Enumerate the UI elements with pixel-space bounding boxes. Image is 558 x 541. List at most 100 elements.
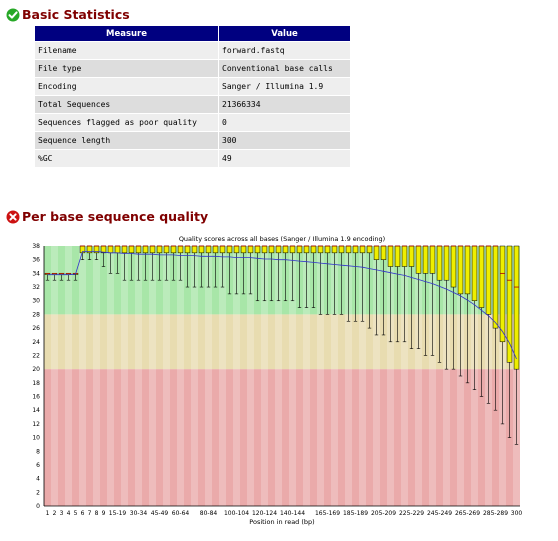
quality-box	[492, 245, 499, 329]
zone-stripe	[191, 246, 198, 506]
zone-stripe	[65, 246, 72, 506]
zone-stripe	[275, 246, 282, 506]
quality-box	[331, 245, 338, 254]
quality-box	[387, 245, 394, 267]
value-cell: forward.fastq	[219, 42, 350, 59]
quality-box	[485, 245, 492, 315]
quality-box	[352, 245, 359, 254]
x-tick-label: 45-49	[151, 510, 169, 517]
mean-line	[47, 251, 517, 360]
table-row: Total Sequences 21366334	[35, 96, 350, 113]
x-tick-label: 140-144	[280, 510, 305, 517]
zone-stripe	[135, 246, 142, 506]
zone-stripe	[401, 246, 408, 506]
quality-box	[317, 245, 324, 254]
value-cell: Conventional base calls	[219, 60, 350, 77]
x-tick-label: 120-124	[252, 510, 277, 517]
zone-stripe	[219, 246, 226, 506]
measure-cell: %GC	[35, 150, 218, 167]
quality-box	[429, 245, 436, 274]
quality-box	[198, 245, 205, 254]
x-tick-label: 245-249	[427, 510, 452, 517]
basic-statistics-title: Basic Statistics	[22, 7, 130, 22]
x-tick-label: 225-229	[399, 510, 424, 517]
quality-box	[401, 245, 408, 267]
x-tick-label: 1	[46, 510, 50, 517]
quality-box	[212, 245, 219, 254]
x-tick-label: 265-269	[455, 510, 480, 517]
zone-stripe	[443, 246, 450, 506]
x-tick-label: 60-64	[172, 510, 190, 517]
zone-stripe	[331, 246, 338, 506]
table-row: %GC 49	[35, 150, 350, 167]
quality-box	[436, 245, 443, 281]
quality-box	[394, 245, 401, 267]
x-tick-label: 100-104	[224, 510, 249, 517]
value-cell: 0	[219, 114, 350, 131]
value-cell: 21366334	[219, 96, 350, 113]
quality-box	[324, 245, 331, 254]
quality-box	[226, 245, 233, 254]
quality-box	[282, 245, 289, 254]
zone-stripe	[51, 246, 58, 506]
y-tick-label: 34	[32, 270, 40, 277]
y-tick-label: 12	[32, 421, 40, 428]
x-tick-label: 8	[95, 510, 99, 517]
y-tick-label: 32	[32, 284, 40, 291]
zone-stripe	[205, 246, 212, 506]
zone-stripe	[317, 246, 324, 506]
quality-box	[107, 245, 114, 254]
y-tick-label: 4	[36, 476, 40, 483]
y-tick-label: 14	[32, 407, 40, 414]
quality-box	[128, 245, 135, 254]
quality-box	[268, 245, 275, 254]
zone-stripe	[247, 246, 254, 506]
quality-box	[296, 245, 303, 254]
value-cell: 300	[219, 132, 350, 149]
zone-stripe	[303, 246, 310, 506]
table-row: Encoding Sanger / Illumina 1.9	[35, 78, 350, 95]
y-tick-label: 2	[36, 489, 40, 496]
quality-box	[240, 245, 247, 254]
zone-stripe	[233, 246, 240, 506]
quality-box	[121, 245, 128, 254]
y-tick-label: 8	[36, 448, 40, 455]
quality-chart: Quality scores across all bases (Sanger …	[32, 235, 523, 526]
quality-box	[499, 245, 506, 343]
check-circle-icon	[6, 8, 20, 21]
quality-box	[163, 245, 170, 254]
y-tick-label: 16	[32, 394, 40, 401]
quality-box	[443, 245, 450, 281]
zone-stripe	[261, 246, 268, 506]
quality-box	[177, 245, 184, 254]
value-cell: 49	[219, 150, 350, 167]
x-tick-label: 5	[74, 510, 78, 517]
quality-box	[506, 245, 513, 363]
quality-box	[338, 245, 345, 254]
quality-box	[359, 245, 366, 254]
x-tick-label: 30-34	[130, 510, 148, 517]
y-tick-label: 28	[32, 311, 40, 318]
quality-box	[254, 245, 261, 254]
quality-box	[310, 245, 317, 254]
x-tick-label: 7	[88, 510, 92, 517]
quality-box	[149, 245, 156, 254]
quality-box	[156, 245, 163, 254]
per-base-quality-title: Per base sequence quality	[22, 209, 209, 224]
quality-box	[450, 245, 457, 288]
x-tick-label: 3	[60, 510, 64, 517]
quality-box	[275, 245, 282, 254]
y-tick-label: 26	[32, 325, 40, 332]
table-row: Filename forward.fastq	[35, 42, 350, 59]
value-cell: Sanger / Illumina 1.9	[219, 78, 350, 95]
y-tick-label: 6	[36, 462, 40, 469]
y-tick-label: 30	[32, 298, 40, 305]
x-tick-label: 80-84	[200, 510, 218, 517]
y-tick-label: 22	[32, 352, 40, 359]
quality-box	[303, 245, 310, 254]
quality-box	[408, 245, 415, 267]
x-tick-label: 2	[53, 510, 57, 517]
x-tick-label: 300	[511, 510, 523, 517]
per-base-quality-header: Per base sequence quality	[6, 209, 208, 224]
x-tick-label: 185-189	[343, 510, 368, 517]
